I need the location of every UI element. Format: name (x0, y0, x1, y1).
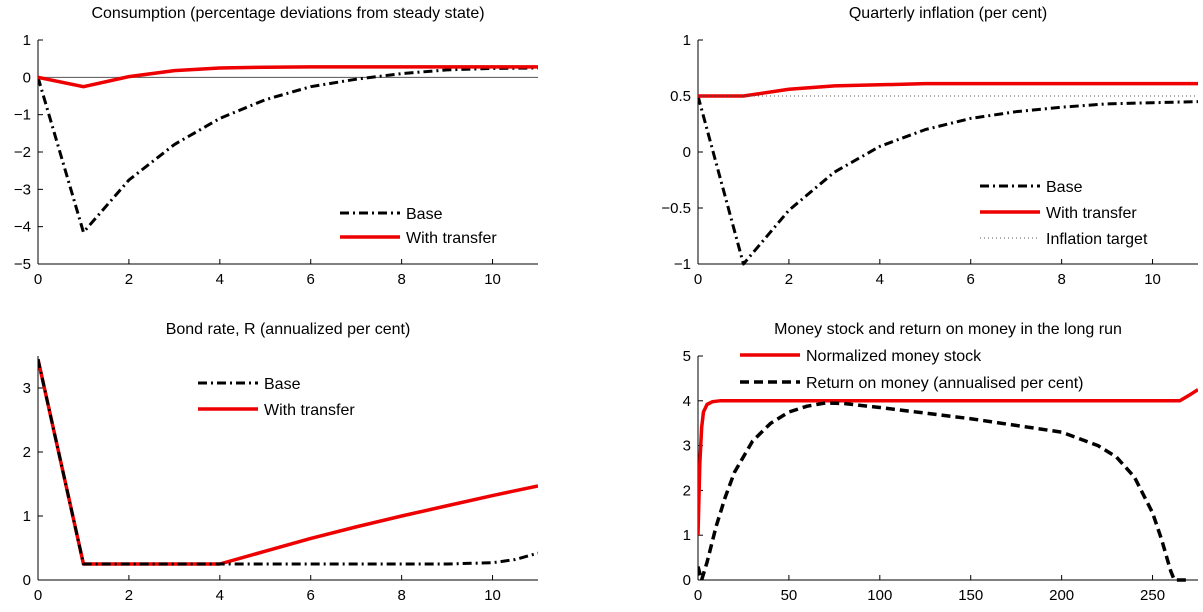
y-tick-label: 1 (23, 508, 31, 525)
x-tick-label: 4 (876, 271, 884, 288)
y-tick-label: −1 (674, 256, 691, 273)
y-tick-label: 0 (23, 69, 31, 86)
series-line-with-transfer (698, 81, 1198, 98)
y-tick-label: 0.5 (670, 88, 691, 105)
series-line-return-on-money-annualised-per-cent (698, 401, 1189, 582)
chart-panel-4: Money stock and return on money in the l… (683, 321, 1198, 604)
x-tick-label: 6 (967, 271, 975, 288)
x-tick-label: 2 (785, 271, 793, 288)
y-tick-label: 3 (23, 380, 31, 397)
x-tick-label: 10 (484, 587, 501, 604)
y-tick-label: −5 (14, 256, 31, 273)
y-tick-label: 3 (683, 438, 691, 455)
legend-label: Base (1046, 179, 1083, 196)
y-tick-label: −2 (14, 144, 31, 161)
x-tick-label: 4 (216, 271, 224, 288)
y-tick-label: −4 (14, 219, 31, 236)
legend-label: With transfer (264, 402, 355, 419)
x-tick-label: 2 (125, 587, 133, 604)
chart-title: Consumption (percentage deviations from … (91, 5, 484, 22)
x-tick-label: 8 (397, 271, 405, 288)
chart-title: Bond rate, R (annualized per cent) (166, 321, 411, 338)
legend-label: With transfer (1046, 205, 1137, 222)
legend: Base With transfer (198, 376, 355, 419)
y-tick-label: 1 (23, 32, 31, 49)
series-line-normalized-money-stock (698, 388, 1198, 536)
legend-label: Return on money (annualised per cent) (806, 375, 1084, 392)
x-tick-label: 6 (307, 587, 315, 604)
x-tick-label: 0 (34, 271, 42, 288)
x-tick-label: 8 (1057, 271, 1065, 288)
x-tick-label: 100 (867, 587, 892, 604)
legend-label: Inflation target (1046, 231, 1148, 248)
y-tick-label: 1 (683, 527, 691, 544)
y-tick-label: 1 (683, 32, 691, 49)
x-tick-label: 50 (781, 587, 798, 604)
y-tick-label: 2 (683, 482, 691, 499)
x-tick-label: 200 (1049, 587, 1074, 604)
legend: Base With transfer Inflation target (980, 179, 1148, 248)
legend: Base With transfer (340, 206, 497, 247)
y-tick-label: −1 (14, 107, 31, 124)
y-tick-label: 0 (683, 572, 691, 589)
x-tick-label: 8 (397, 587, 405, 604)
x-tick-label: 150 (958, 587, 983, 604)
y-tick-label: 4 (683, 393, 691, 410)
legend-label: With transfer (406, 230, 497, 247)
legend-label: Base (264, 376, 301, 393)
x-tick-label: 0 (694, 271, 702, 288)
y-tick-label: 5 (683, 348, 691, 365)
y-tick-label: −0.5 (661, 200, 691, 217)
y-tick-label: 0 (23, 572, 31, 589)
x-tick-label: 4 (216, 587, 224, 604)
x-tick-label: 6 (307, 271, 315, 288)
chart-title: Quarterly inflation (per cent) (849, 5, 1047, 22)
chart-panel-1: Consumption (percentage deviations from … (14, 5, 538, 288)
y-tick-label: −3 (14, 181, 31, 198)
legend-label: Normalized money stock (806, 348, 982, 365)
series-line-base (38, 66, 538, 234)
x-tick-label: 250 (1140, 587, 1165, 604)
x-tick-label: 10 (484, 271, 501, 288)
series-line-with-transfer (38, 65, 538, 89)
x-tick-label: 0 (694, 587, 702, 604)
legend-label: Base (406, 206, 443, 223)
x-tick-label: 10 (1144, 271, 1161, 288)
series-line-base (38, 358, 538, 566)
x-tick-label: 2 (125, 271, 133, 288)
chart-panel-2: Quarterly inflation (per cent)0 2 4 6 8 10−1−… (661, 5, 1198, 288)
chart-panel-3: Bond rate, R (annualized per cent) 0 2 4 6 8 1… (23, 321, 538, 604)
x-tick-label: 0 (34, 587, 42, 604)
legend: Normalized money stock Return on money (a… (740, 348, 1084, 392)
y-tick-label: 0 (683, 144, 691, 161)
y-tick-label: 2 (23, 444, 31, 461)
chart-title: Money stock and return on money in the l… (774, 321, 1122, 338)
series-line-base (698, 95, 1198, 266)
